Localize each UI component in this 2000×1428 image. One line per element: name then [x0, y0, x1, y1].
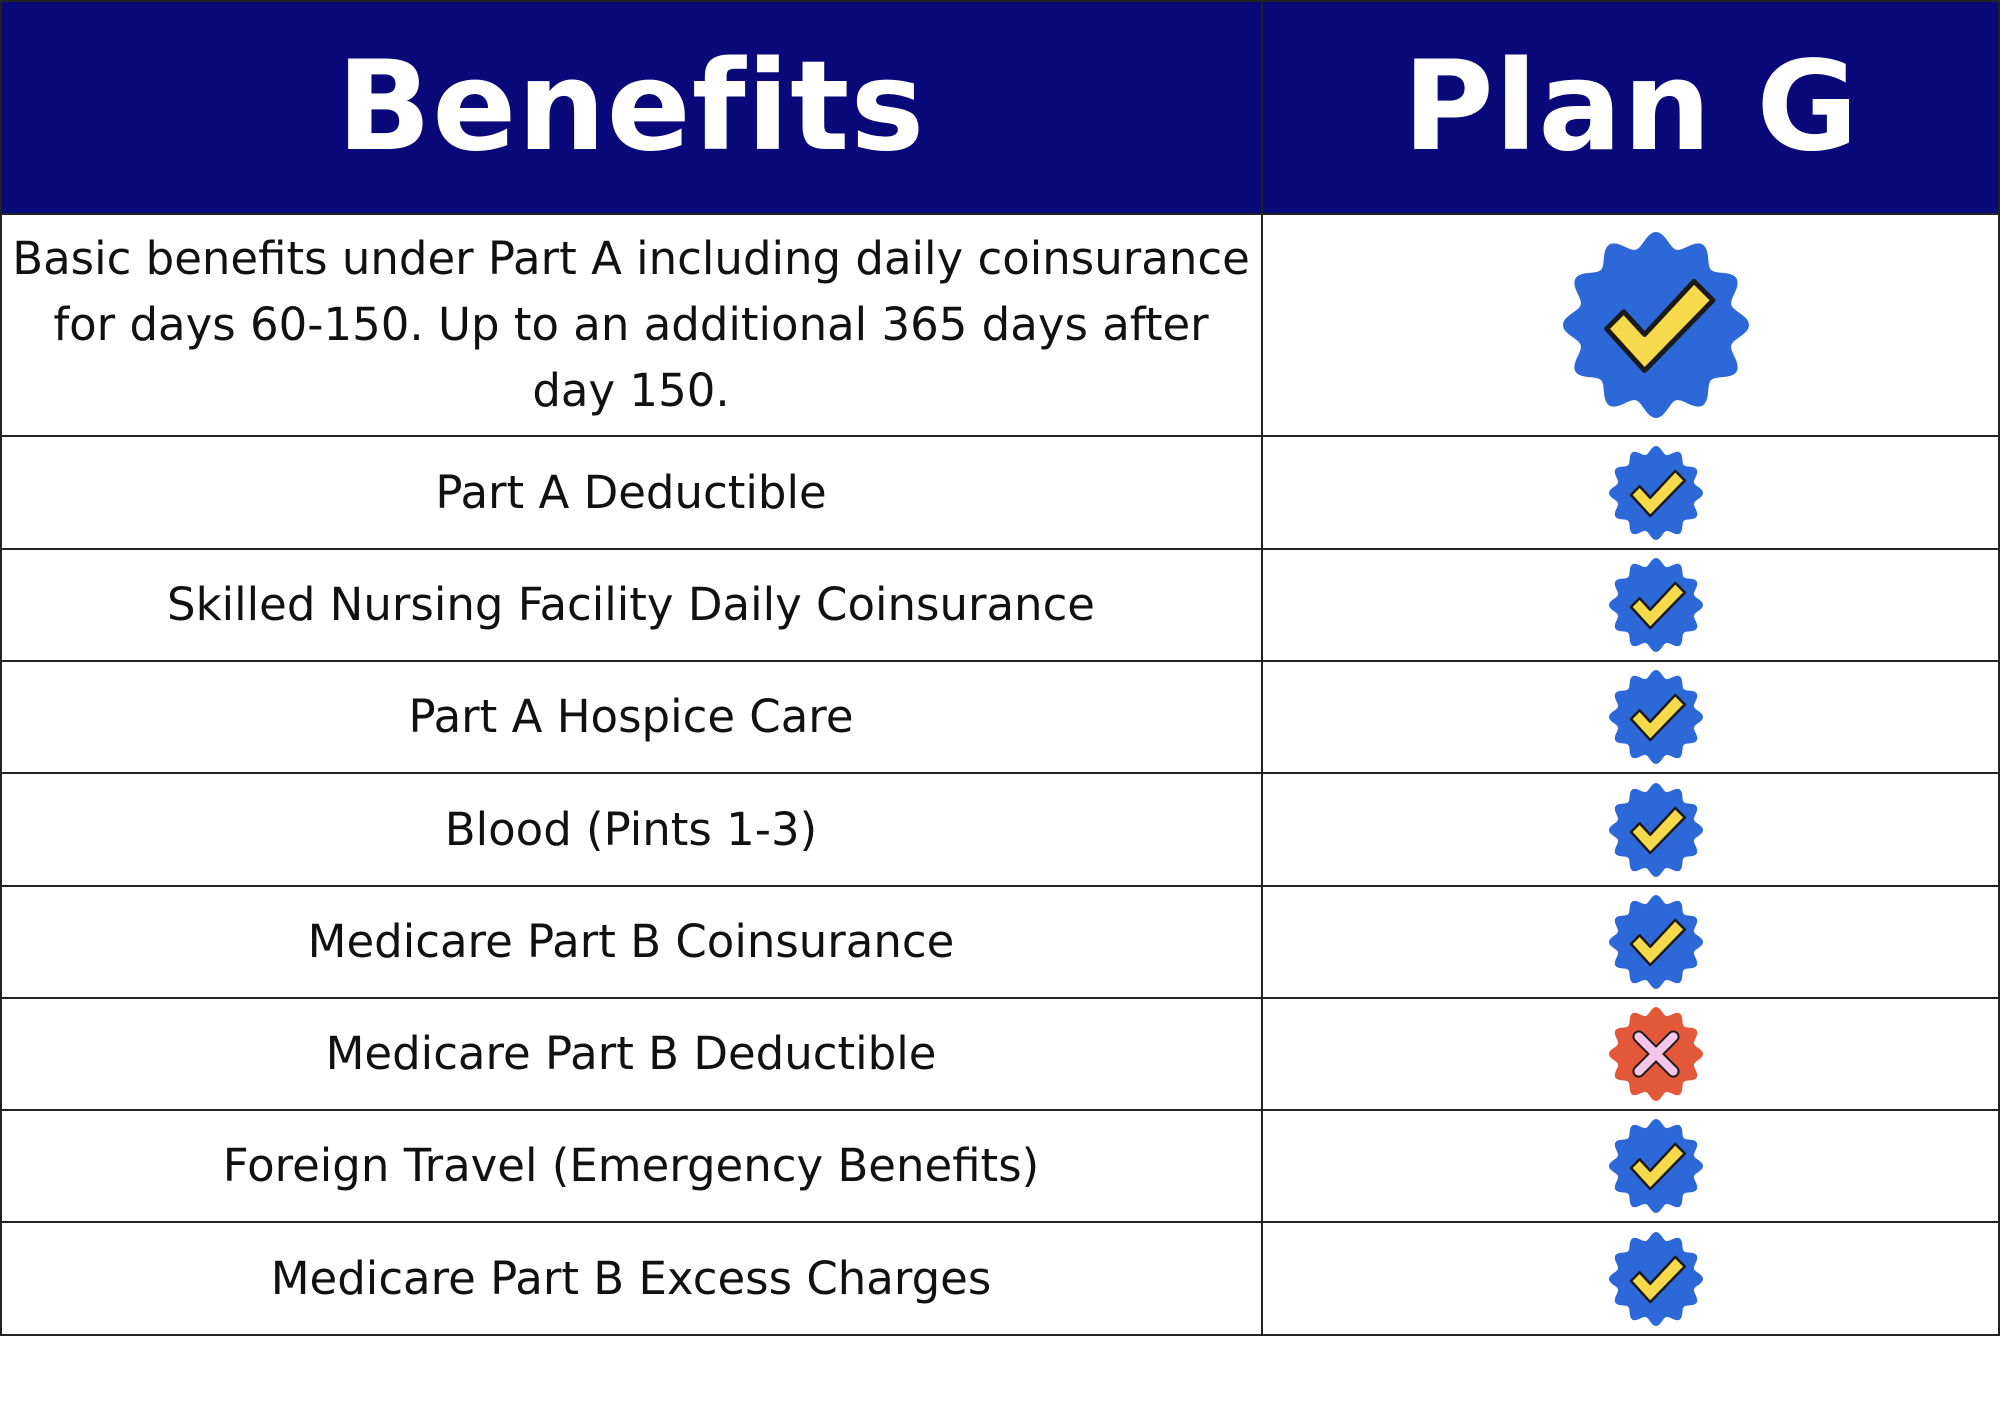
plan-g-coverage-cell — [1536, 886, 1776, 998]
benefit-label: Medicare Part B Coinsurance — [307, 915, 955, 968]
benefit-label: Blood (Pints 1-3) — [444, 802, 818, 856]
check-badge-icon — [1608, 1118, 1704, 1214]
plan-g-coverage-cell — [1536, 549, 1776, 661]
row-divider — [0, 548, 2000, 550]
benefit-label: Medicare Part B Excess Charges — [270, 1252, 992, 1305]
plan-g-coverage-cell — [1536, 661, 1776, 773]
row-divider — [0, 997, 2000, 999]
benefit-label: Part A Hospice Care — [408, 690, 854, 743]
row-divider — [0, 435, 2000, 437]
column-divider — [1261, 0, 1263, 1336]
plan-g-coverage-cell — [1536, 998, 1776, 1110]
check-badge-icon — [1608, 445, 1704, 540]
column-divider — [1998, 0, 2000, 1336]
check-badge-icon — [1562, 231, 1750, 419]
benefit-label: Part A Deductible — [435, 465, 827, 519]
benefits-header: Benefits — [0, 0, 1262, 214]
row-divider — [0, 885, 2000, 887]
plan-g-coverage-cell — [1536, 436, 1776, 549]
table-top-border — [0, 0, 2000, 2]
plan-g-coverage-cell — [1536, 1222, 1776, 1336]
row-divider — [0, 660, 2000, 662]
check-badge-icon — [1608, 894, 1704, 990]
benefit-label: Foreign Travel (Emergency Benefits) — [222, 1139, 1040, 1192]
check-badge-icon — [1608, 1231, 1704, 1327]
check-badge-icon — [1608, 557, 1704, 653]
plan-g-coverage-cell — [1536, 773, 1776, 886]
plan-g-coverage-cell — [1536, 214, 1776, 436]
plan-g-header: Plan G — [1262, 0, 2000, 214]
check-badge-icon — [1608, 669, 1704, 765]
row-divider — [0, 1334, 2000, 1336]
column-divider — [0, 0, 2, 1336]
benefit-label: Skilled Nursing Facility Daily Coinsuran… — [167, 578, 1095, 631]
benefits-table: Benefits Plan G Basic benefits under Par… — [0, 0, 2000, 1336]
row-divider — [0, 772, 2000, 774]
row-divider — [0, 1221, 2000, 1223]
benefit-label: Medicare Part B Deductible — [325, 1027, 937, 1080]
check-badge-icon — [1608, 782, 1704, 877]
row-divider — [0, 1109, 2000, 1111]
row-divider — [0, 213, 2000, 215]
x-badge-icon — [1608, 1006, 1704, 1102]
plan-g-coverage-cell — [1536, 1110, 1776, 1222]
benefit-label: Basic benefits under Part A including da… — [12, 232, 1250, 417]
